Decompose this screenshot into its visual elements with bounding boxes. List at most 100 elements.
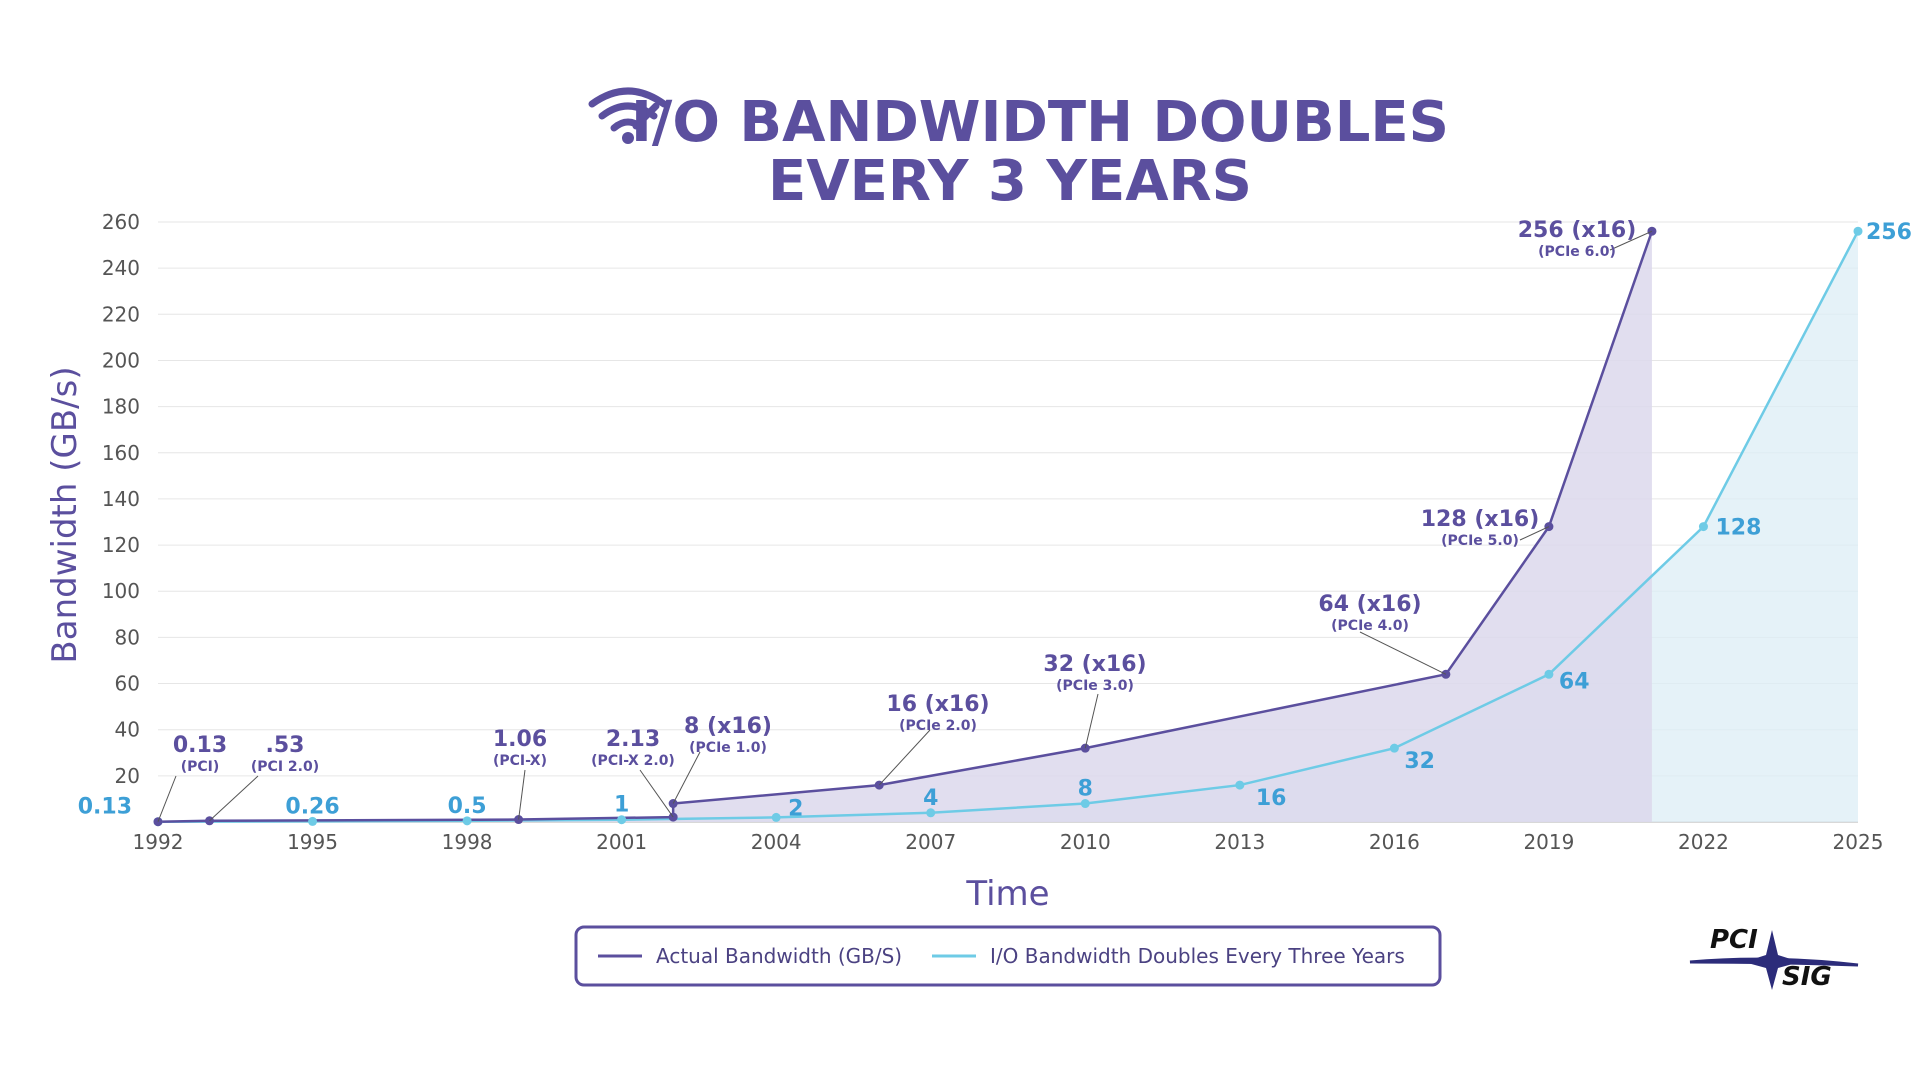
- chart-title: I/O BANDWIDTH DOUBLES EVERY 3 YEARS: [588, 87, 1449, 214]
- y-tick-label: 140: [102, 487, 140, 511]
- label-doubling: 256: [1866, 220, 1912, 245]
- x-tick-label: 2007: [905, 830, 956, 854]
- x-tick-label: 1995: [287, 830, 338, 854]
- x-tick-label: 1998: [442, 830, 493, 854]
- x-tick-label: 2004: [751, 830, 802, 854]
- leader-line-actual: [157, 775, 177, 822]
- label-actual-value: 2.13: [606, 727, 660, 752]
- leader-line-actual: [1084, 693, 1099, 749]
- y-tick-label: 120: [102, 533, 140, 557]
- y-tick-label: 20: [115, 764, 140, 788]
- legend-box: [574, 925, 1442, 987]
- leader-line-actual: [639, 769, 674, 818]
- label-doubling: 16: [1256, 786, 1287, 811]
- y-tick-label: 100: [102, 579, 140, 603]
- area-layer: [158, 231, 1858, 822]
- label-actual-value: 128 (x16): [1421, 507, 1540, 532]
- label-actual-value: 32 (x16): [1043, 652, 1146, 677]
- label-doubling: 64: [1559, 669, 1590, 694]
- point-doubling: [771, 812, 781, 822]
- label-doubling: 2: [788, 796, 803, 821]
- x-tick-label: 2022: [1678, 830, 1729, 854]
- point-doubling: [308, 816, 318, 826]
- label-actual-value: 16 (x16): [886, 692, 989, 717]
- point-doubling: [1235, 780, 1245, 790]
- x-tick-label: 2013: [1214, 830, 1265, 854]
- label-actual-spec: (PCIe 6.0): [1538, 244, 1616, 260]
- logo-star: [1744, 930, 1800, 990]
- y-tick-label: 80: [115, 625, 140, 649]
- label-doubling: 1: [614, 793, 629, 818]
- y-axis-title: Bandwidth (GB/s): [45, 366, 85, 663]
- label-doubling: 0.26: [285, 794, 339, 819]
- legend: Actual Bandwidth (GB/S) I/O Bandwidth Do…: [574, 925, 1442, 987]
- point-doubling: [1853, 226, 1863, 236]
- label-doubling: 32: [1404, 749, 1435, 774]
- label-actual-spec: (PCIe 3.0): [1056, 678, 1134, 694]
- label-doubling: 128: [1715, 516, 1761, 541]
- y-tick-labels: 20 40 60 80 100 120 140 160 180 200 220 240 260: [102, 210, 140, 788]
- leader-line-actual: [209, 775, 259, 822]
- point-doubling: [1080, 799, 1090, 809]
- point-doubling: [462, 816, 472, 826]
- logo-text-pci: PCI: [1710, 925, 1758, 955]
- logo-text-sig: SIG: [1782, 962, 1832, 992]
- point-doubling: [926, 808, 936, 818]
- y-tick-label: 40: [115, 718, 140, 742]
- y-tick-label: 60: [115, 672, 140, 696]
- point-doubling: [1698, 522, 1708, 532]
- label-actual-spec: (PCI-X 2.0): [591, 753, 675, 769]
- line-layer: [157, 230, 1860, 823]
- label-actual-spec: (PCIe 5.0): [1441, 533, 1519, 549]
- label-actual-spec: (PCI): [181, 759, 220, 775]
- pci-sig-logo: PCI SIG: [1689, 925, 1859, 992]
- y-tick-label: 260: [102, 210, 140, 234]
- label-actual-value: 64 (x16): [1318, 592, 1421, 617]
- leader-line-actual: [878, 729, 931, 786]
- y-tick-label: 180: [102, 395, 140, 419]
- point-doubling: [617, 815, 627, 825]
- label-actual-spec: (PCIe 4.0): [1331, 618, 1409, 634]
- label-actual-value: 0.13: [173, 733, 227, 758]
- area-actual: [158, 231, 1652, 822]
- x-tick-label: 2025: [1833, 830, 1884, 854]
- leader-line-actual: [1609, 230, 1653, 251]
- label-actual-value: 8 (x16): [684, 714, 772, 739]
- label-actual-spec: (PCI-X): [493, 753, 547, 769]
- x-tick-label: 1992: [133, 830, 184, 854]
- wifi-icon: [588, 87, 668, 144]
- area-doubling: [158, 231, 1858, 822]
- x-tick-label: 2016: [1369, 830, 1420, 854]
- point-doubling: [1389, 743, 1399, 753]
- x-axis-title: Time: [965, 874, 1049, 914]
- label-doubling: 0.5: [448, 794, 487, 819]
- y-tick-label: 160: [102, 441, 140, 465]
- label-actual-spec: (PCIe 1.0): [689, 740, 767, 756]
- title-line-2: EVERY 3 YEARS: [768, 149, 1252, 214]
- y-tick-label: 200: [102, 348, 140, 372]
- label-actual-value: 256 (x16): [1518, 218, 1637, 243]
- leader-line-actual: [518, 769, 526, 820]
- label-doubling: 8: [1078, 777, 1093, 802]
- label-doubling: 4: [923, 786, 938, 811]
- label-actual-spec: (PCIe 2.0): [899, 718, 977, 734]
- label-doubling: 0.13: [78, 795, 132, 820]
- label-layer: 0.13 0.26 0.5 1 2 4 8 1632641282560.13(PCI).53(…: [78, 218, 1912, 822]
- legend-label-actual: Actual Bandwidth (GB/S): [656, 944, 902, 968]
- label-actual-spec: (PCI 2.0): [251, 759, 319, 775]
- x-tick-labels: 1992 1995 1998 2001 2004 2007 2010 2013 2016 2019…: [133, 830, 1884, 854]
- y-tick-label: 240: [102, 256, 140, 280]
- title-line-1: I/O BANDWIDTH DOUBLES: [631, 90, 1449, 155]
- leader-line-actual: [1519, 526, 1550, 541]
- leader-line-actual: [672, 751, 701, 804]
- x-tick-label: 2010: [1060, 830, 1111, 854]
- leader-line-actual: [1359, 631, 1447, 675]
- line-actual: [157, 230, 1654, 823]
- x-tick-label: 2001: [596, 830, 647, 854]
- label-actual-value: 1.06: [493, 727, 547, 752]
- y-tick-label: 220: [102, 302, 140, 326]
- point-doubling: [1544, 669, 1554, 679]
- label-actual-value: .53: [266, 733, 305, 758]
